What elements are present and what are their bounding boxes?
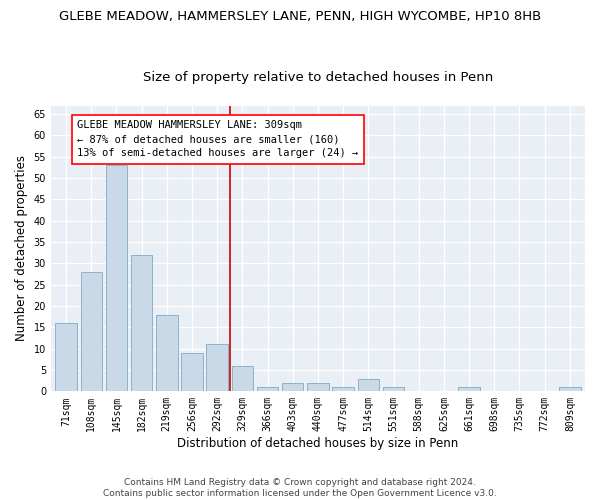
Bar xyxy=(307,383,329,392)
Bar xyxy=(206,344,228,392)
Bar xyxy=(458,387,480,392)
Bar xyxy=(55,323,77,392)
Bar xyxy=(358,378,379,392)
Text: GLEBE MEADOW HAMMERSLEY LANE: 309sqm
← 87% of detached houses are smaller (160)
: GLEBE MEADOW HAMMERSLEY LANE: 309sqm ← 8… xyxy=(77,120,359,158)
Bar xyxy=(156,314,178,392)
Title: Size of property relative to detached houses in Penn: Size of property relative to detached ho… xyxy=(143,70,493,84)
Y-axis label: Number of detached properties: Number of detached properties xyxy=(15,156,28,342)
Text: Contains HM Land Registry data © Crown copyright and database right 2024.
Contai: Contains HM Land Registry data © Crown c… xyxy=(103,478,497,498)
Bar xyxy=(80,272,102,392)
Text: GLEBE MEADOW, HAMMERSLEY LANE, PENN, HIGH WYCOMBE, HP10 8HB: GLEBE MEADOW, HAMMERSLEY LANE, PENN, HIG… xyxy=(59,10,541,23)
Bar xyxy=(181,353,203,392)
Bar xyxy=(559,387,581,392)
Bar xyxy=(131,255,152,392)
Bar xyxy=(106,165,127,392)
Bar xyxy=(282,383,304,392)
Bar xyxy=(383,387,404,392)
Bar xyxy=(332,387,354,392)
Bar xyxy=(257,387,278,392)
Bar xyxy=(232,366,253,392)
X-axis label: Distribution of detached houses by size in Penn: Distribution of detached houses by size … xyxy=(178,437,458,450)
